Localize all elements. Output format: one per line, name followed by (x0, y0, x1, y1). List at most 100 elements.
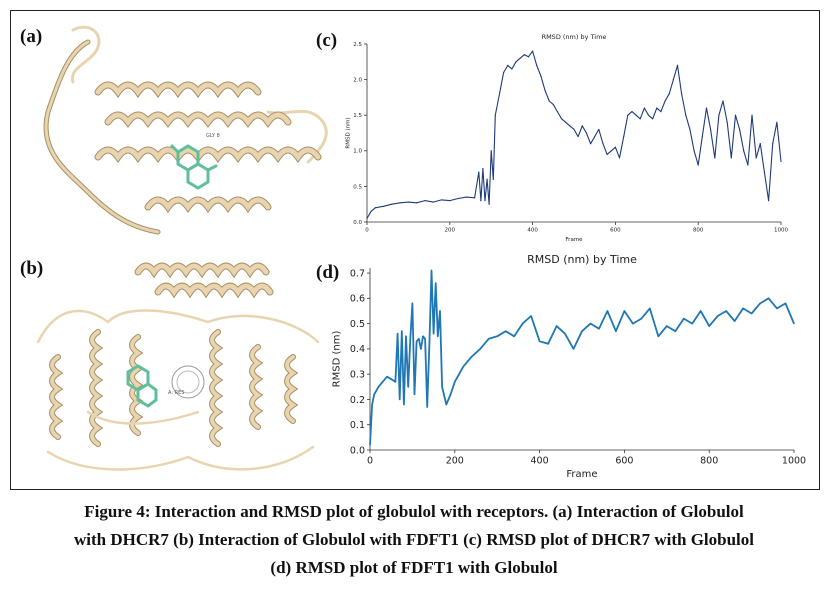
chart-d-data-point (640, 317, 642, 320)
panel-b-helix (250, 345, 262, 429)
chart-d-data-point (426, 406, 428, 408)
chart-c-data-point (465, 196, 467, 198)
chart-d-data-point (396, 333, 399, 335)
chart-d-data-point (430, 269, 433, 272)
chart-d-data-point (623, 310, 625, 312)
chart-d-y-tick-label: 0.2 (350, 395, 365, 406)
chart-c-x-tick-label: 0 (365, 228, 369, 234)
chart-d-data-point (411, 302, 413, 304)
chart-c-data-point (664, 100, 666, 102)
chart-c-data-point (548, 100, 550, 102)
chart-d-data-point (403, 403, 405, 406)
chart-c-data-point (573, 128, 575, 131)
chart-d-data-point (700, 310, 702, 312)
chart-d-y-tick-label: 0.1 (350, 420, 365, 431)
chart-c-data-point (647, 114, 650, 116)
chart-d-data-point (386, 376, 388, 378)
chart-c-data-point (382, 205, 385, 207)
chart-d-data-point (433, 333, 435, 335)
chart-d-data-point (606, 310, 609, 312)
chart-c-data-point (714, 157, 716, 159)
caption-line-2: with DHCR7 (b) Interaction of Globulol w… (73, 530, 754, 549)
chart-c-data-point (540, 75, 542, 77)
chart-c-data-point (693, 150, 695, 152)
chart-c-data-point (631, 111, 633, 113)
chart-c-data-point (552, 103, 554, 106)
panel-a-helix (95, 82, 261, 97)
chart-d-data-point (401, 330, 403, 332)
panel-b-helix (135, 263, 269, 277)
panel-a-label: (a) (20, 26, 43, 47)
chart-d-data-point (424, 338, 426, 340)
chart-c-data-point (577, 135, 579, 138)
chart-d-data-point (369, 444, 371, 446)
chart-d-data-point (471, 355, 473, 358)
chart-d-data-point (449, 393, 452, 395)
chart-c-data-point (697, 164, 699, 166)
panel-b-helix (130, 335, 142, 435)
chart-c-data-point (623, 135, 625, 138)
panel-b-surface (171, 365, 205, 399)
chart-d-data-point (674, 330, 676, 332)
chart-d-y-tick-label: 0.5 (350, 319, 365, 330)
panel-b-helix (90, 330, 102, 446)
chart-d-data-point (547, 343, 549, 345)
chart-c-series-line (366, 50, 782, 219)
chart-d-data-point (598, 328, 600, 330)
chart-d-data-point (564, 333, 566, 335)
chart-d-data-point (632, 323, 634, 325)
chart-d-data-point (666, 325, 668, 327)
chart-d-data-point (373, 393, 375, 395)
chart-d-data-point (615, 330, 617, 332)
panel-b-helix (210, 330, 222, 446)
chart-c-data-point (416, 202, 418, 204)
chart-d-y-tick-label: 0.4 (350, 344, 365, 355)
chart-c-data-point (492, 178, 494, 180)
chart-c-data-point (585, 132, 588, 134)
chart-d-data-point (589, 323, 592, 325)
chart-c-data-point (511, 68, 513, 70)
chart-d-data-point (496, 335, 498, 337)
panel-a-helix (95, 147, 321, 162)
chart-c-data-point (589, 143, 592, 145)
chart-c-data-point (751, 114, 753, 116)
chart-c-y-tick-label: 2.0 (353, 78, 362, 84)
chart-c-data-point (668, 93, 670, 95)
panel-b-surface (176, 370, 200, 394)
chart-d-data-point (767, 297, 770, 299)
chart-c-data-point (685, 114, 687, 116)
chart-c-data-point (515, 61, 517, 63)
chart-c-data-point (681, 93, 683, 95)
chart-c-data-point (606, 153, 608, 155)
panel-d-label: (d) (316, 262, 340, 283)
chart-c-data-point (594, 135, 596, 138)
chart-d-data-point (390, 378, 392, 380)
chart-d-data-point (513, 335, 515, 337)
chart-c-data-point (734, 114, 737, 116)
chart-c-data-point (544, 89, 546, 91)
chart-d-data-point (555, 325, 558, 327)
chart-d-data-point (439, 310, 441, 312)
panel-a-ligand (170, 144, 218, 190)
chart-c-x-label: Frame (565, 237, 583, 243)
chart-c-data-point (532, 50, 534, 52)
chart-c-data-point (523, 54, 525, 56)
chart-c-data-point (726, 121, 728, 123)
chart-d-data-point (437, 335, 439, 337)
chart-c-data-point (484, 200, 486, 202)
chart-c-data-point (366, 217, 368, 220)
chart-c-data-point (739, 128, 741, 131)
panel-d-chart: RMSD (nm) by Time 0 200 400 600 800 1000 0.0 0.1… (332, 253, 806, 480)
chart-c-data-point (494, 114, 496, 116)
chart-d-data-point (649, 307, 651, 310)
chart-c-data-point (560, 118, 563, 120)
chart-d-data-point (793, 323, 795, 325)
chart-d-data-point (420, 348, 422, 350)
chart-c-data-point (759, 143, 761, 145)
chart-d-data-point (399, 398, 401, 401)
chart-d-data-point (428, 343, 430, 345)
chart-c-data-point (519, 57, 521, 59)
chart-c-data-point (391, 203, 393, 205)
panel-a-structure-image: GLY 8 (43, 25, 328, 235)
chart-c-data-point (503, 71, 505, 74)
